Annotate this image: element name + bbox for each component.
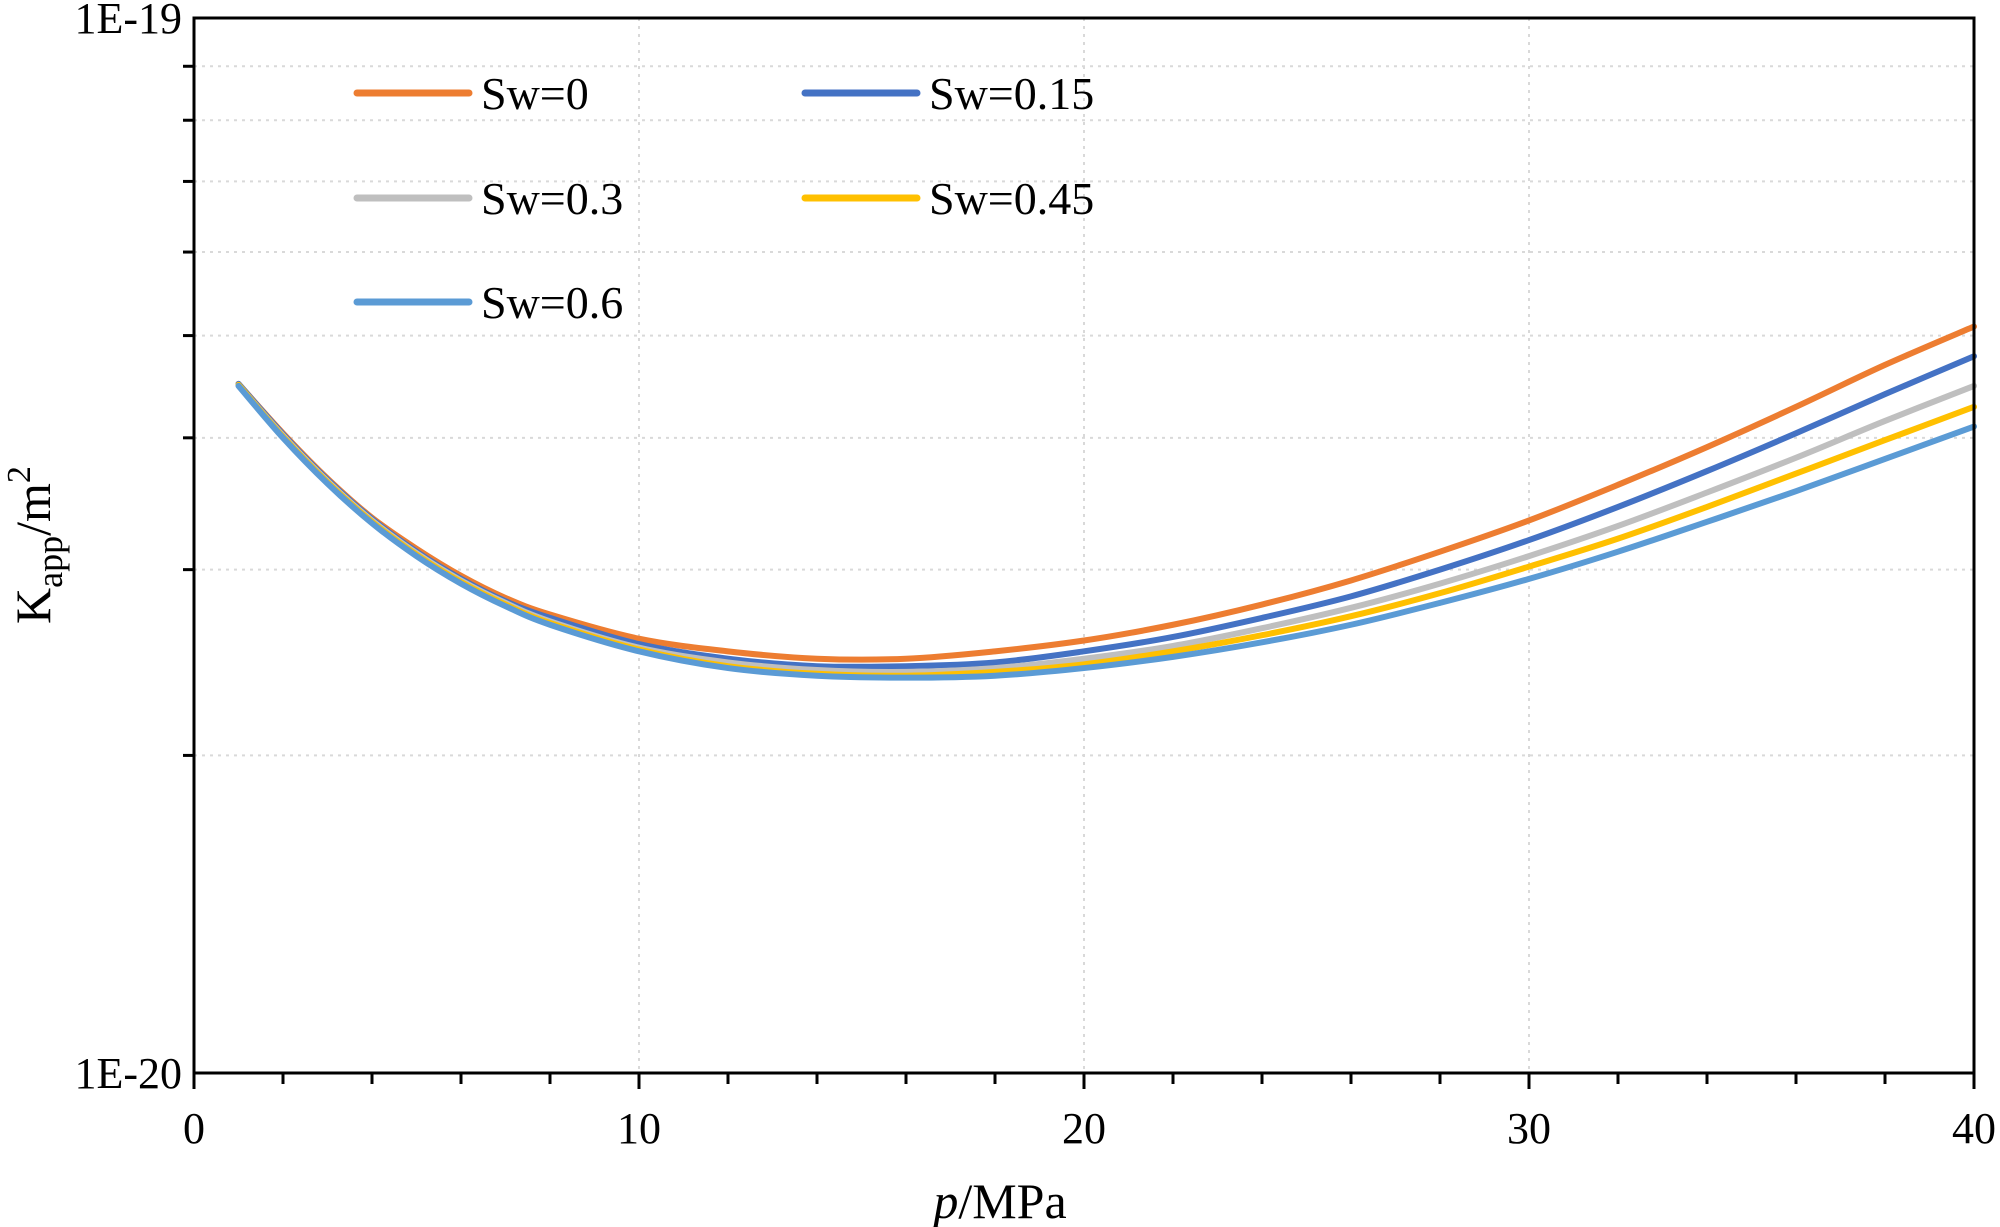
- series-lines: [235, 323, 1977, 681]
- series-line-sw-0-15: [235, 353, 1977, 670]
- series-line-sw-0-3: [235, 381, 1977, 675]
- x-tick-label: 0: [183, 1104, 205, 1153]
- series-line-sw-0-45: [235, 381, 1977, 679]
- legend-label-sw-0-6: Sw=0.6: [481, 277, 623, 328]
- x-axis-title: p/MPa: [930, 1173, 1066, 1227]
- legend: Sw=0 Sw=0.15 Sw=0.3 Sw=0.45 Sw=0.6: [353, 68, 1094, 328]
- legend-label-sw-0-45: Sw=0.45: [929, 173, 1094, 224]
- y-axis-title: Kapp/m2: [1, 466, 70, 624]
- legend-label-sw-0: Sw=0: [481, 68, 589, 119]
- legend-label-sw-0-3: Sw=0.3: [481, 173, 623, 224]
- x-tick-label: 10: [617, 1104, 661, 1153]
- x-tick-label: 20: [1062, 1104, 1106, 1153]
- grid-lines: [194, 18, 1974, 1073]
- legend-label-sw-0-15: Sw=0.15: [929, 68, 1094, 119]
- axis-ticks: [183, 64, 1976, 1089]
- y-tick-label: 1E-19: [74, 0, 182, 43]
- y-tick-label: 1E-20: [74, 1049, 182, 1098]
- x-tick-label: 40: [1952, 1104, 1996, 1153]
- x-tick-label: 30: [1507, 1104, 1551, 1153]
- series-line-sw-0-6: [235, 382, 1977, 681]
- axis-labels: 0 10 20 30 40 1E-20 1E-19: [74, 0, 1996, 1153]
